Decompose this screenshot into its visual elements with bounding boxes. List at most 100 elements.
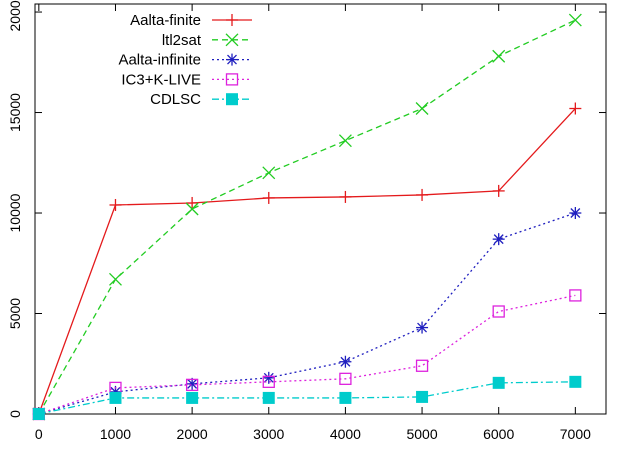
x-b <box>415 102 429 115</box>
y-axis: 0 5000 10000 15000 20000 <box>7 0 606 418</box>
open-square <box>225 73 239 86</box>
filled-square-marker <box>339 391 352 404</box>
x-b <box>492 49 506 63</box>
series-line <box>38 108 576 415</box>
star-marker <box>569 207 582 220</box>
filled-square <box>226 93 238 106</box>
legend-item: ltl2sat <box>162 32 252 49</box>
y-tick-label: 0 <box>7 410 23 418</box>
x-marker <box>568 13 582 27</box>
series-aalta-finite <box>32 102 582 420</box>
x-tick-label: 4000 <box>330 426 361 442</box>
star-d2 <box>263 372 274 383</box>
x-marker <box>338 134 352 148</box>
filled-square-marker <box>226 93 238 106</box>
filled-square <box>109 391 122 404</box>
open-square <box>569 289 582 302</box>
plus-marker <box>109 198 122 211</box>
star-marker <box>492 233 505 246</box>
filled-square <box>492 376 505 389</box>
x-marker <box>225 33 239 47</box>
x-marker <box>492 49 506 63</box>
x-b <box>568 13 582 27</box>
x-b <box>338 134 352 148</box>
open-square <box>492 305 505 318</box>
filled-square-marker <box>186 391 199 404</box>
plot-border <box>34 3 607 415</box>
filled-square <box>262 391 275 404</box>
x-tick-label: 2000 <box>177 426 208 442</box>
open-square-marker <box>339 372 352 385</box>
legend-item: Aalta-finite <box>130 12 252 29</box>
filled-square-marker <box>32 408 45 420</box>
x-b <box>262 166 276 180</box>
x-marker <box>262 166 276 180</box>
x-tick-label: 0 <box>35 426 43 442</box>
legend-label: ltl2sat <box>162 32 202 49</box>
plus-marker <box>492 184 505 197</box>
star-d2 <box>340 356 351 367</box>
open-square-marker <box>262 375 275 388</box>
open-square <box>339 372 352 385</box>
star-marker <box>339 355 352 368</box>
x-tick-label: 6000 <box>483 426 514 442</box>
axes-frame <box>34 3 607 415</box>
series-ltl2sat <box>32 13 582 421</box>
x-tick-label: 1000 <box>100 426 131 442</box>
filled-square-marker <box>569 375 582 388</box>
legend-label: IC3+K-LIVE <box>121 71 201 88</box>
plus-marker <box>262 191 275 204</box>
x-b <box>109 272 122 286</box>
open-square <box>185 378 199 392</box>
filled-square-marker <box>416 390 429 403</box>
star-d2 <box>187 378 198 389</box>
legend-item: IC3+K-LIVE <box>121 71 252 88</box>
x-b <box>185 202 199 216</box>
legend-item: Aalta-infinite <box>118 52 252 69</box>
legend-label: Aalta-infinite <box>118 52 201 69</box>
y-tick-label: 5000 <box>7 298 23 329</box>
filled-square <box>416 390 429 403</box>
open-square <box>262 375 275 388</box>
plus-marker <box>186 196 199 209</box>
open-square-marker <box>225 73 239 86</box>
filled-square <box>569 375 582 388</box>
legend-label: CDLSC <box>150 91 201 108</box>
legend-label: Aalta-finite <box>130 12 201 29</box>
star-d2 <box>227 54 237 65</box>
plus-marker <box>339 190 352 203</box>
plus-marker <box>226 14 238 26</box>
filled-square <box>186 391 199 404</box>
open-square-marker <box>185 378 199 392</box>
x-marker <box>185 202 199 216</box>
filled-square-marker <box>109 391 122 404</box>
series-layer <box>32 13 582 421</box>
x-b <box>225 33 239 47</box>
filled-square <box>32 408 45 420</box>
open-square-marker <box>569 289 582 302</box>
open-square-marker <box>415 359 429 372</box>
x-marker <box>109 272 122 286</box>
filled-square-marker <box>492 376 505 389</box>
star-marker <box>416 321 429 334</box>
star-d2 <box>493 234 504 245</box>
filled-square <box>339 391 352 404</box>
x-tick-label: 3000 <box>253 426 284 442</box>
legend-item: CDLSC <box>150 91 252 108</box>
x-marker <box>415 102 429 115</box>
open-square <box>415 359 429 372</box>
open-square-marker <box>492 305 505 318</box>
star-d2 <box>417 322 428 333</box>
y-tick-label: 10000 <box>7 193 23 232</box>
series-line <box>38 19 576 415</box>
legend: Aalta-finite ltl2sat Aalta-infinite IC3+K-L… <box>118 12 252 108</box>
x-axis: 0 1000 2000 3000 4000 5000 6000 7000 <box>35 4 591 442</box>
series-cdlsc <box>32 375 582 420</box>
star-marker <box>262 371 275 384</box>
y-tick-label: 15000 <box>7 93 23 132</box>
star-marker <box>226 53 238 66</box>
star-d2 <box>570 208 581 218</box>
y-tick-label: 20000 <box>7 0 23 32</box>
x-tick-label: 7000 <box>560 426 591 442</box>
